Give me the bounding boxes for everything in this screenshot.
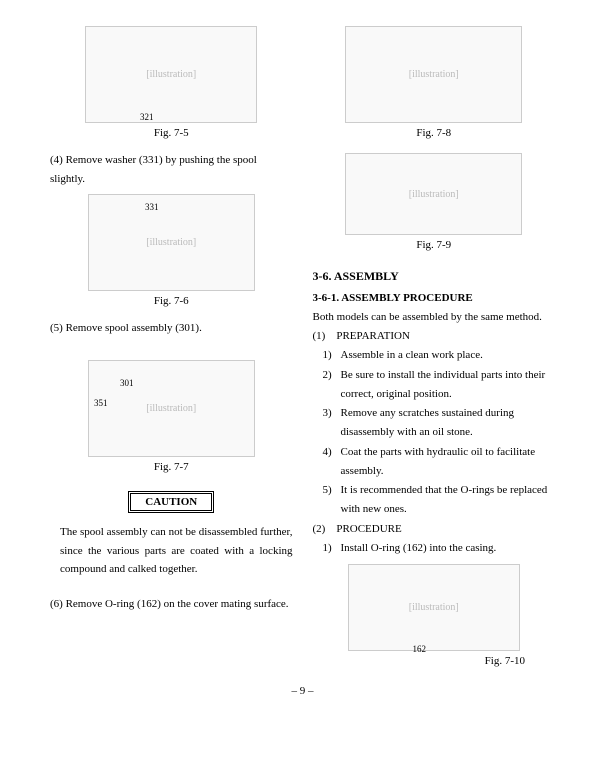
figure-7-9: [illustration]: [313, 153, 556, 235]
prep-item-2-num: 2): [323, 366, 341, 403]
figure-7-6-image: [illustration]: [88, 194, 255, 291]
step-6-text: (6) Remove O-ring (162) on the cover mat…: [50, 595, 293, 614]
prep-item-5-text: It is recommended that the O-rings be re…: [341, 481, 556, 518]
section-3-6-1-heading: 3-6-1. ASSEMBLY PROCEDURE: [313, 292, 556, 304]
proc-item-1-num: 1): [323, 539, 341, 558]
prep-item-1-text: Assemble in a clean work place.: [341, 346, 556, 365]
figure-7-5-caption: Fig. 7-5: [50, 127, 293, 139]
caution-body: The spool assembly can not be disassembl…: [50, 523, 293, 579]
section-3-6-heading: 3-6. ASSEMBLY: [313, 269, 556, 284]
assembly-intro: Both models can be assembled by the same…: [313, 308, 556, 327]
prep-item-3: 3) Remove any scratches sustained during…: [313, 404, 556, 441]
prep-item-4-text: Coat the parts with hydraulic oil to fac…: [341, 443, 556, 480]
prep-item-5-num: 5): [323, 481, 341, 518]
prep-item-2-text: Be sure to install the individual parts …: [341, 366, 556, 403]
figure-7-8: [illustration]: [313, 26, 556, 123]
figure-7-9-caption: Fig. 7-9: [313, 239, 556, 251]
figure-7-7-caption: Fig. 7-7: [50, 461, 293, 473]
proc-item-1-text: Install O-ring (162) into the casing.: [341, 539, 556, 558]
prep-item-3-num: 3): [323, 404, 341, 441]
figure-7-8-caption: Fig. 7-8: [313, 127, 556, 139]
page-number: – 9 –: [50, 685, 555, 697]
figure-7-10: [illustration] 162: [313, 564, 556, 651]
figure-7-9-image: [illustration]: [345, 153, 522, 235]
prep-item-1-num: 1): [323, 346, 341, 365]
caution-label: CAUTION: [128, 491, 214, 513]
procedure-heading: (2) PROCEDURE: [313, 520, 556, 539]
prep-item-2: 2) Be sure to install the individual par…: [313, 366, 556, 403]
figure-7-7: [illustration] 301 351: [50, 360, 293, 457]
figure-7-6: [illustration] 331: [50, 194, 293, 291]
prep-item-4-num: 4): [323, 443, 341, 480]
prep-item-5: 5) It is recommended that the O-rings be…: [313, 481, 556, 518]
callout-162: 162: [413, 644, 427, 654]
step-5-text: (5) Remove spool assembly (301).: [50, 319, 293, 338]
prep-item-1: 1) Assemble in a clean work place.: [313, 346, 556, 365]
right-column: [illustration] Fig. 7-8 [illustration] F…: [313, 20, 556, 679]
callout-321: 321: [140, 112, 154, 122]
figure-7-8-image: [illustration]: [345, 26, 522, 123]
figure-7-6-caption: Fig. 7-6: [50, 295, 293, 307]
callout-351: 351: [94, 398, 108, 408]
preparation-heading: (1) PREPARATION: [313, 327, 556, 346]
figure-7-7-image: [illustration]: [88, 360, 255, 457]
figure-7-5: [illustration] 321: [50, 26, 293, 123]
callout-331: 331: [145, 202, 159, 212]
callout-301: 301: [120, 378, 134, 388]
step-4-text: (4) Remove washer (331) by pushing the s…: [50, 151, 293, 188]
figure-7-5-image: [illustration]: [85, 26, 257, 123]
prep-item-4: 4) Coat the parts with hydraulic oil to …: [313, 443, 556, 480]
figure-7-10-caption: Fig. 7-10: [313, 655, 556, 667]
figure-7-10-image: [illustration]: [348, 564, 520, 651]
proc-item-1: 1) Install O-ring (162) into the casing.: [313, 539, 556, 558]
left-column: [illustration] 321 Fig. 7-5 (4) Remove w…: [50, 20, 293, 679]
prep-item-3-text: Remove any scratches sustained during di…: [341, 404, 556, 441]
